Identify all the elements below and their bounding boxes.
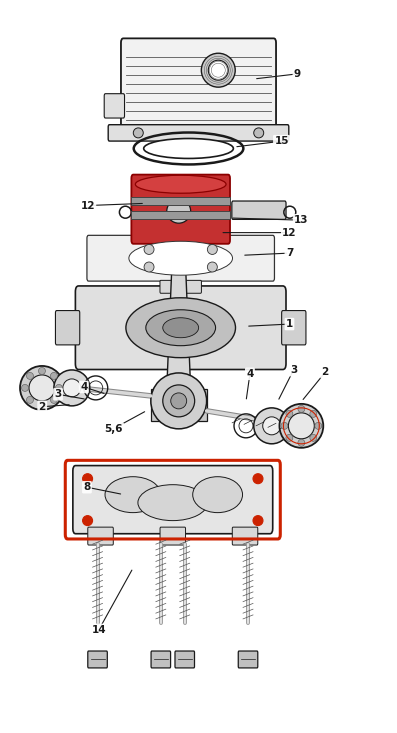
Ellipse shape [207,262,217,272]
Polygon shape [174,389,206,421]
Ellipse shape [29,375,55,401]
FancyBboxPatch shape [87,235,274,281]
FancyBboxPatch shape [160,280,201,293]
Ellipse shape [56,384,62,391]
FancyBboxPatch shape [232,201,286,219]
FancyBboxPatch shape [73,465,273,534]
Text: 4: 4 [246,369,254,379]
Ellipse shape [254,128,264,138]
FancyBboxPatch shape [281,311,306,345]
Ellipse shape [201,54,235,87]
Ellipse shape [50,372,58,380]
FancyBboxPatch shape [160,527,185,545]
Ellipse shape [263,417,281,435]
FancyBboxPatch shape [151,651,171,668]
Ellipse shape [83,515,93,526]
Text: 7: 7 [286,248,293,258]
Ellipse shape [281,422,288,430]
Text: 1: 1 [286,319,293,329]
Ellipse shape [39,367,45,375]
Ellipse shape [151,373,206,429]
FancyBboxPatch shape [88,527,113,545]
FancyBboxPatch shape [56,311,80,345]
Ellipse shape [144,139,233,158]
Ellipse shape [286,435,293,441]
Ellipse shape [144,244,154,254]
Ellipse shape [208,60,228,80]
Ellipse shape [135,175,226,194]
Ellipse shape [133,128,143,138]
Ellipse shape [21,384,29,391]
Ellipse shape [167,199,191,223]
Ellipse shape [20,366,64,410]
FancyBboxPatch shape [131,197,230,205]
Ellipse shape [27,372,33,380]
Text: 13: 13 [294,216,308,225]
Ellipse shape [126,298,235,358]
Ellipse shape [144,262,154,272]
FancyBboxPatch shape [131,211,230,219]
FancyBboxPatch shape [175,651,195,668]
Text: 3: 3 [290,365,297,375]
Text: 2: 2 [322,367,329,377]
FancyBboxPatch shape [232,527,258,545]
Ellipse shape [50,397,58,403]
Text: 15: 15 [274,136,289,146]
Text: 8: 8 [83,482,91,493]
Ellipse shape [286,410,293,417]
Ellipse shape [163,317,198,338]
Text: 14: 14 [91,625,106,635]
Text: 4: 4 [80,382,87,392]
FancyBboxPatch shape [238,651,258,668]
FancyBboxPatch shape [104,94,125,118]
Ellipse shape [163,385,195,417]
Ellipse shape [146,310,216,346]
Text: 3: 3 [54,389,62,399]
FancyBboxPatch shape [108,125,289,141]
Ellipse shape [288,413,314,439]
Ellipse shape [310,435,317,441]
Ellipse shape [254,408,290,443]
Text: 12: 12 [282,228,297,237]
Text: 12: 12 [81,201,95,210]
FancyBboxPatch shape [121,38,276,131]
Ellipse shape [105,476,161,512]
Polygon shape [167,245,191,389]
FancyBboxPatch shape [88,651,107,668]
Ellipse shape [83,474,93,484]
Ellipse shape [39,402,45,408]
FancyBboxPatch shape [131,174,230,244]
Ellipse shape [54,370,90,406]
Ellipse shape [63,379,81,397]
Text: 9: 9 [294,69,301,79]
Ellipse shape [279,404,323,448]
Ellipse shape [171,393,187,409]
Ellipse shape [253,515,263,526]
Ellipse shape [193,476,243,512]
Ellipse shape [298,439,305,446]
Text: 5,6: 5,6 [104,424,123,434]
Ellipse shape [129,241,233,275]
Ellipse shape [27,397,33,403]
Ellipse shape [207,244,217,254]
Text: 2: 2 [39,402,46,412]
Ellipse shape [138,485,208,520]
Ellipse shape [315,422,322,430]
FancyBboxPatch shape [75,286,286,369]
Ellipse shape [253,474,263,484]
Ellipse shape [298,405,305,413]
Ellipse shape [310,410,317,417]
Polygon shape [151,389,184,421]
